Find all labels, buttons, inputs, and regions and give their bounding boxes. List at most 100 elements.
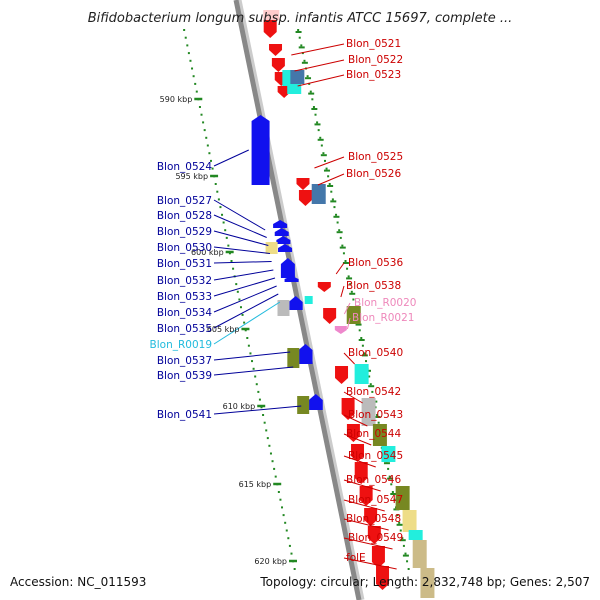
scale-dot bbox=[396, 514, 399, 517]
reverse-gene-label: Blon_0530 bbox=[157, 242, 212, 254]
trna-block bbox=[304, 296, 313, 304]
scale-dot bbox=[342, 252, 345, 255]
scale-dot bbox=[192, 75, 195, 78]
forward-gene-block bbox=[402, 510, 417, 532]
scale-dot bbox=[184, 36, 187, 39]
reverse-gene-arrow bbox=[308, 394, 323, 410]
scale-dot bbox=[335, 213, 338, 216]
scale-dot bbox=[325, 167, 328, 170]
scale-dot bbox=[401, 537, 404, 540]
scale-dot bbox=[399, 529, 402, 532]
reverse-gene-arrow bbox=[274, 228, 289, 236]
forward-gene-label: Blon_0546 bbox=[346, 474, 401, 486]
scale-dot bbox=[346, 267, 349, 270]
scale-dot bbox=[338, 229, 341, 232]
reverse-gene-arrow bbox=[278, 244, 293, 252]
forward-gene-arrow bbox=[351, 444, 365, 462]
scale-dot bbox=[327, 175, 330, 178]
scale-dot bbox=[214, 183, 217, 185]
forward-gene-label: Blon_0522 bbox=[348, 54, 403, 66]
kbp-label: 620 kbp bbox=[254, 557, 287, 566]
reverse-gene-label: Blon_0527 bbox=[157, 195, 212, 207]
scale-dot bbox=[281, 506, 284, 509]
scale-dot bbox=[252, 367, 255, 370]
reverse-leader-line bbox=[213, 293, 279, 329]
scale-dot bbox=[300, 44, 303, 47]
scale-dot bbox=[274, 475, 277, 478]
reverse-gene-block bbox=[265, 242, 278, 254]
scale-dot bbox=[314, 113, 317, 116]
reverse-gene-label: Blon_0524 bbox=[157, 161, 212, 173]
reverse-gene-label: Blon_0537 bbox=[157, 355, 212, 367]
forward-gene-block bbox=[290, 70, 305, 84]
forward-gene-label: Blon_R0021 bbox=[352, 312, 414, 324]
scale-dot bbox=[235, 283, 238, 286]
reverse-gene-arrow bbox=[288, 296, 303, 310]
reverse-leader-line bbox=[213, 269, 274, 281]
scale-dot bbox=[316, 121, 319, 124]
kbp-label: 600 kbp bbox=[191, 248, 224, 257]
scale-dot bbox=[198, 106, 201, 108]
scale-dot bbox=[293, 568, 296, 570]
reverse-leader-line bbox=[213, 277, 276, 297]
reverse-gene-arrow bbox=[276, 236, 291, 244]
scale-dot bbox=[341, 244, 344, 247]
scale-dot bbox=[232, 267, 235, 270]
reverse-leader-line bbox=[213, 285, 277, 313]
forward-gene-block bbox=[412, 540, 427, 568]
scale-dot bbox=[387, 467, 390, 470]
scale-dot bbox=[247, 344, 250, 347]
reverse-gene-label: Blon_0541 bbox=[157, 409, 212, 421]
forward-gene-label: folE bbox=[346, 552, 366, 564]
scale-dot bbox=[282, 514, 285, 517]
reverse-leader-line bbox=[213, 351, 291, 361]
scale-dot bbox=[219, 206, 222, 209]
reverse-gene-label: Blon_0534 bbox=[157, 307, 212, 319]
forward-gene-label: Blon_0548 bbox=[346, 513, 401, 525]
scale-dot bbox=[262, 414, 265, 416]
scale-dot bbox=[319, 136, 322, 139]
scale-dot bbox=[271, 460, 274, 463]
reverse-gene-label: Blon_0528 bbox=[157, 210, 212, 222]
scale-dot bbox=[285, 529, 288, 532]
forward-gene-arrow bbox=[346, 424, 360, 442]
scale-dot bbox=[266, 437, 269, 440]
reverse-gene-arrow bbox=[298, 344, 313, 364]
kbp-label: 610 kbp bbox=[223, 402, 256, 411]
reverse-leader-line bbox=[213, 405, 302, 415]
scale-dot bbox=[284, 521, 287, 524]
scale-dot bbox=[273, 467, 276, 470]
forward-leader-line bbox=[294, 59, 345, 72]
reverse-leader-line bbox=[213, 199, 266, 231]
forward-gene-label: Blon_0540 bbox=[348, 347, 403, 359]
scale-dot bbox=[254, 375, 257, 378]
scale-dot bbox=[195, 90, 198, 93]
forward-leader-line bbox=[335, 262, 345, 275]
scale-dot bbox=[308, 82, 311, 85]
forward-gene-block bbox=[361, 398, 376, 426]
scale-dot bbox=[330, 190, 333, 193]
forward-gene-block bbox=[311, 184, 326, 204]
forward-leader-line bbox=[340, 285, 345, 298]
genome-stats-text: Topology: circular; Length: 2,832,748 bp… bbox=[259, 575, 590, 589]
forward-gene-block bbox=[395, 486, 410, 510]
forward-gene-arrow bbox=[271, 58, 285, 72]
scale-dot bbox=[230, 260, 233, 262]
scale-dot bbox=[336, 221, 339, 224]
scale-dot bbox=[211, 167, 214, 170]
scale-dot bbox=[360, 337, 363, 339]
scale-dot bbox=[241, 313, 244, 316]
leader-line-layer bbox=[213, 43, 397, 570]
scale-dot bbox=[309, 90, 312, 93]
scale-dot bbox=[290, 552, 293, 555]
scale-dot bbox=[306, 75, 309, 78]
scale-dot bbox=[404, 552, 407, 555]
reverse-gene-block bbox=[287, 348, 300, 368]
scale-dot bbox=[371, 390, 374, 393]
forward-gene-block bbox=[346, 306, 361, 324]
scale-dot bbox=[352, 298, 355, 301]
scale-dot bbox=[203, 129, 206, 132]
scale-dot bbox=[244, 329, 247, 332]
rrna-arrow bbox=[334, 326, 347, 334]
